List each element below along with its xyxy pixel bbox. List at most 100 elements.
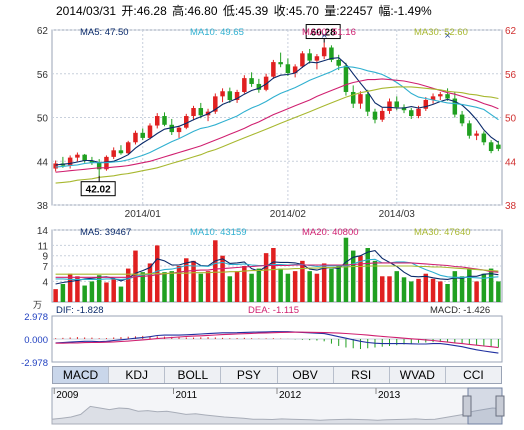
candle <box>401 104 407 114</box>
candle-body <box>416 108 421 117</box>
tab-macd[interactable]: MACD <box>53 367 110 383</box>
volume-bar <box>416 278 421 302</box>
candle-body <box>430 96 436 100</box>
macd-dif-line <box>55 331 499 354</box>
candle-body <box>271 62 276 77</box>
volume-bar <box>394 271 400 302</box>
candle <box>125 140 131 154</box>
price-ma20-line <box>55 78 499 173</box>
candle <box>387 98 392 114</box>
volume-bar <box>292 271 298 302</box>
candle <box>213 93 218 114</box>
volume-bar <box>336 266 341 302</box>
candle <box>242 75 247 94</box>
tab-cci[interactable]: CCI <box>463 368 484 382</box>
volume-tick: 9 <box>42 252 48 263</box>
candle <box>53 160 58 172</box>
candle <box>445 88 450 101</box>
indicator-tabs: MACD KDJ BOLL PSY OBV RSI WVAD CCI <box>52 366 502 384</box>
candle <box>358 91 363 109</box>
volume-bar <box>387 276 392 302</box>
volume-bar <box>242 266 247 302</box>
volume-bar <box>488 268 494 302</box>
volume-bar <box>321 263 327 302</box>
overview-right-handle[interactable] <box>495 395 505 417</box>
overview-year-2009: 2009 <box>56 390 79 401</box>
candle-body <box>147 125 153 138</box>
macd-legend: DIF: -1.828 DEA: -1.115 MACD: -1.426 <box>56 305 490 316</box>
annotation-high: 60.28 <box>311 28 336 39</box>
candle <box>292 64 298 78</box>
candle-body <box>133 132 138 143</box>
candle-body <box>67 157 73 166</box>
tab-boll[interactable]: BOLL <box>165 367 222 383</box>
candle-body <box>474 133 479 136</box>
legend-volume-ma10: MA10: 43159 <box>190 227 247 238</box>
volume-bar <box>191 260 196 302</box>
volume-bar <box>314 273 320 302</box>
price-tick-right: 62 <box>505 26 517 37</box>
volume-bar <box>365 248 370 302</box>
candle <box>184 113 189 130</box>
quote-high: 高:46.80 <box>172 4 218 18</box>
tab-wvad[interactable]: WVAD <box>390 367 446 383</box>
price-ma5-line <box>55 57 499 166</box>
price-ma30-line <box>55 86 499 184</box>
volume-bar <box>300 260 305 302</box>
candle-body <box>89 160 95 163</box>
candle-body <box>82 154 87 161</box>
volume-bar <box>459 276 465 302</box>
candle <box>67 155 73 169</box>
candle <box>234 89 240 103</box>
volume-bar <box>343 237 349 302</box>
tab-kdj[interactable]: KDJ <box>109 367 166 383</box>
candle-body <box>401 107 407 111</box>
overview-year-2012: 2012 <box>279 390 302 401</box>
candle-body <box>176 127 182 133</box>
candle-body <box>96 162 102 170</box>
candle <box>365 89 370 117</box>
candle-body <box>118 150 124 154</box>
candle <box>118 145 124 155</box>
volume-bar <box>125 268 131 302</box>
legend-price-ma5: MA5: 47.50 <box>80 27 129 38</box>
volume-bar <box>445 284 450 302</box>
candle-body <box>154 116 160 126</box>
tab-obv[interactable]: OBV <box>278 367 334 383</box>
candle <box>82 153 87 163</box>
candle <box>438 91 443 100</box>
volume-bar <box>82 285 87 302</box>
candle <box>372 108 378 124</box>
candle-body <box>379 110 385 120</box>
tab-psy[interactable]: PSY <box>221 367 278 383</box>
legend-dea: DEA: -1.115 <box>248 305 299 316</box>
legend-price-ma20: MA20: 51.16 <box>302 27 356 38</box>
price-tick-left: 62 <box>37 26 49 37</box>
candle-body <box>372 111 378 120</box>
candle-body <box>358 94 363 104</box>
candle <box>409 108 414 119</box>
candle <box>314 54 320 70</box>
volume-tick: 7 <box>42 262 48 273</box>
tab-rsi[interactable]: RSI <box>334 367 390 383</box>
candle-body <box>184 116 189 128</box>
volume-bar <box>423 273 429 302</box>
candle <box>452 91 458 118</box>
candle-body <box>387 101 392 111</box>
candle <box>263 73 269 92</box>
candle <box>176 125 182 138</box>
volume-bar <box>147 263 153 302</box>
volume-bar <box>409 281 414 302</box>
candle <box>111 147 116 160</box>
candle <box>307 48 312 64</box>
legend-price-ma10: MA10: 49.65 <box>190 27 244 38</box>
candle <box>147 123 153 140</box>
volume-bar <box>256 268 262 302</box>
price-x-tick: 2014/02 <box>270 209 307 220</box>
volume-bar <box>67 273 73 302</box>
price-x-tick: 2014/01 <box>125 209 162 220</box>
candle <box>75 152 80 162</box>
overview-left-handle[interactable] <box>462 395 472 417</box>
candle-body <box>488 142 494 152</box>
quote-info-bar: 2014/03/31 开:46.28 高:46.80 低:45.39 收:45.… <box>0 0 524 22</box>
